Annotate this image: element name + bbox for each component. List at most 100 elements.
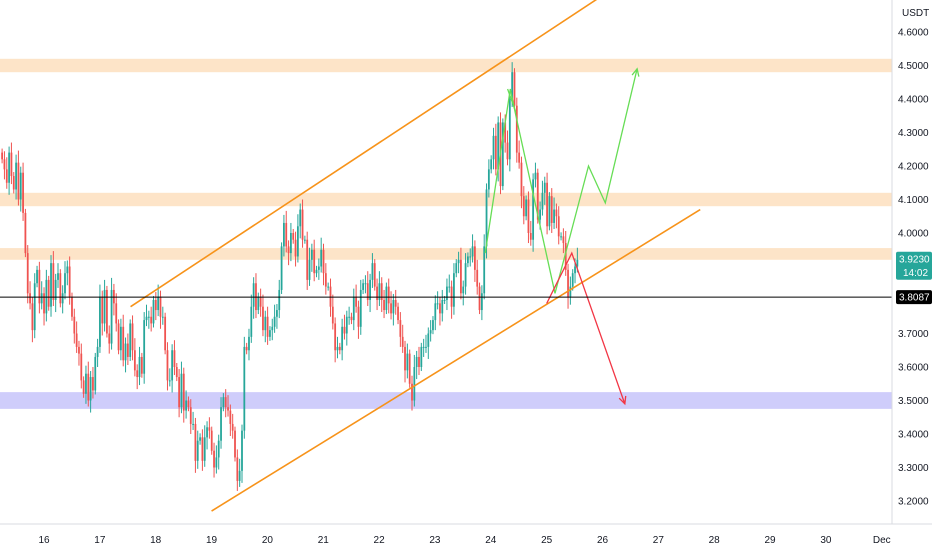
- price-tick-label: 4.2000: [898, 162, 929, 173]
- candle: [187, 396, 190, 412]
- candle-body: [471, 246, 474, 257]
- candle-body: [534, 172, 537, 180]
- candle-body: [571, 273, 574, 287]
- candle-body: [257, 296, 260, 311]
- candle: [543, 176, 546, 205]
- candle-body: [352, 296, 355, 321]
- candle: [269, 326, 271, 341]
- candle: [17, 150, 20, 206]
- candle-body: [294, 239, 297, 257]
- time-axis[interactable]: [0, 524, 932, 550]
- candle: [203, 425, 206, 467]
- candle-body: [387, 286, 390, 304]
- candle: [264, 310, 267, 343]
- candle-body: [73, 316, 76, 334]
- candle: [231, 413, 234, 439]
- candle: [136, 364, 139, 390]
- past-swing-projection-path: [506, 88, 517, 113]
- candle: [385, 282, 388, 315]
- candle: [476, 259, 479, 295]
- candle: [106, 285, 108, 338]
- candle: [296, 214, 299, 263]
- time-tick-label: 25: [541, 535, 553, 546]
- candle: [322, 243, 325, 286]
- candle: [357, 300, 360, 339]
- candle: [301, 199, 304, 248]
- candle: [110, 277, 113, 350]
- last-price-label-bg: [896, 251, 932, 280]
- candle-body: [17, 162, 20, 200]
- candle: [8, 146, 10, 195]
- horizontal-level-value: 3.8087: [899, 293, 930, 304]
- candle-body: [131, 323, 134, 351]
- candle: [527, 191, 530, 244]
- candle: [406, 343, 409, 379]
- axis-unit-label: USDT: [902, 8, 929, 19]
- candle: [383, 289, 385, 319]
- candle-body: [280, 246, 283, 290]
- candle-body: [539, 209, 541, 220]
- candle: [427, 327, 430, 359]
- candle-body: [427, 333, 430, 347]
- candle: [171, 344, 174, 393]
- resistance-zone-1: [0, 58, 892, 73]
- candle: [308, 247, 311, 286]
- candle-body: [287, 246, 290, 254]
- resistance-zone-2: [0, 192, 892, 207]
- candle: [192, 411, 194, 430]
- candle-body: [460, 259, 462, 294]
- candle: [290, 222, 292, 262]
- candle-body: [364, 283, 367, 285]
- candle: [487, 159, 490, 198]
- candle: [287, 240, 290, 266]
- candle-body: [168, 380, 171, 382]
- candle: [399, 312, 402, 347]
- candle-body: [518, 152, 521, 163]
- candle-body: [152, 300, 155, 324]
- candle-body: [408, 353, 411, 384]
- candle: [411, 375, 413, 411]
- candle-body: [194, 423, 197, 461]
- time-tick-label: 23: [429, 535, 441, 546]
- candle-body: [222, 397, 225, 408]
- candle-body: [57, 273, 59, 280]
- candle: [3, 151, 6, 180]
- candle-body: [448, 286, 451, 288]
- candle: [390, 291, 392, 320]
- candle: [73, 308, 76, 344]
- candle-body: [520, 162, 523, 197]
- candle-body: [143, 320, 146, 374]
- candle-body: [338, 346, 341, 351]
- candle: [5, 157, 8, 189]
- candle-body: [122, 326, 125, 361]
- candle-body: [483, 246, 486, 294]
- candle-body: [331, 306, 334, 324]
- candle-body: [210, 430, 213, 451]
- candle: [518, 140, 521, 169]
- candle-body: [301, 209, 304, 240]
- candle: [196, 430, 199, 469]
- candle: [506, 130, 509, 166]
- candle-body: [171, 350, 174, 381]
- candle-body: [501, 122, 504, 187]
- candle: [61, 285, 64, 314]
- candle: [224, 389, 227, 418]
- candle: [413, 354, 416, 407]
- candle-body: [271, 326, 274, 331]
- price-tick-label: 4.4000: [898, 95, 929, 106]
- candle: [492, 127, 495, 170]
- candle: [36, 265, 38, 288]
- time-tick-label: 27: [653, 535, 665, 546]
- candle: [257, 292, 260, 315]
- time-tick-label: 21: [318, 535, 330, 546]
- candle-body: [343, 326, 346, 334]
- candle: [345, 310, 348, 346]
- candle-body: [241, 430, 243, 471]
- candle: [362, 279, 364, 294]
- candle: [532, 173, 535, 252]
- candle: [54, 273, 57, 313]
- price-tick-label: 3.5000: [898, 396, 929, 407]
- candle: [38, 261, 41, 314]
- candle: [199, 433, 201, 445]
